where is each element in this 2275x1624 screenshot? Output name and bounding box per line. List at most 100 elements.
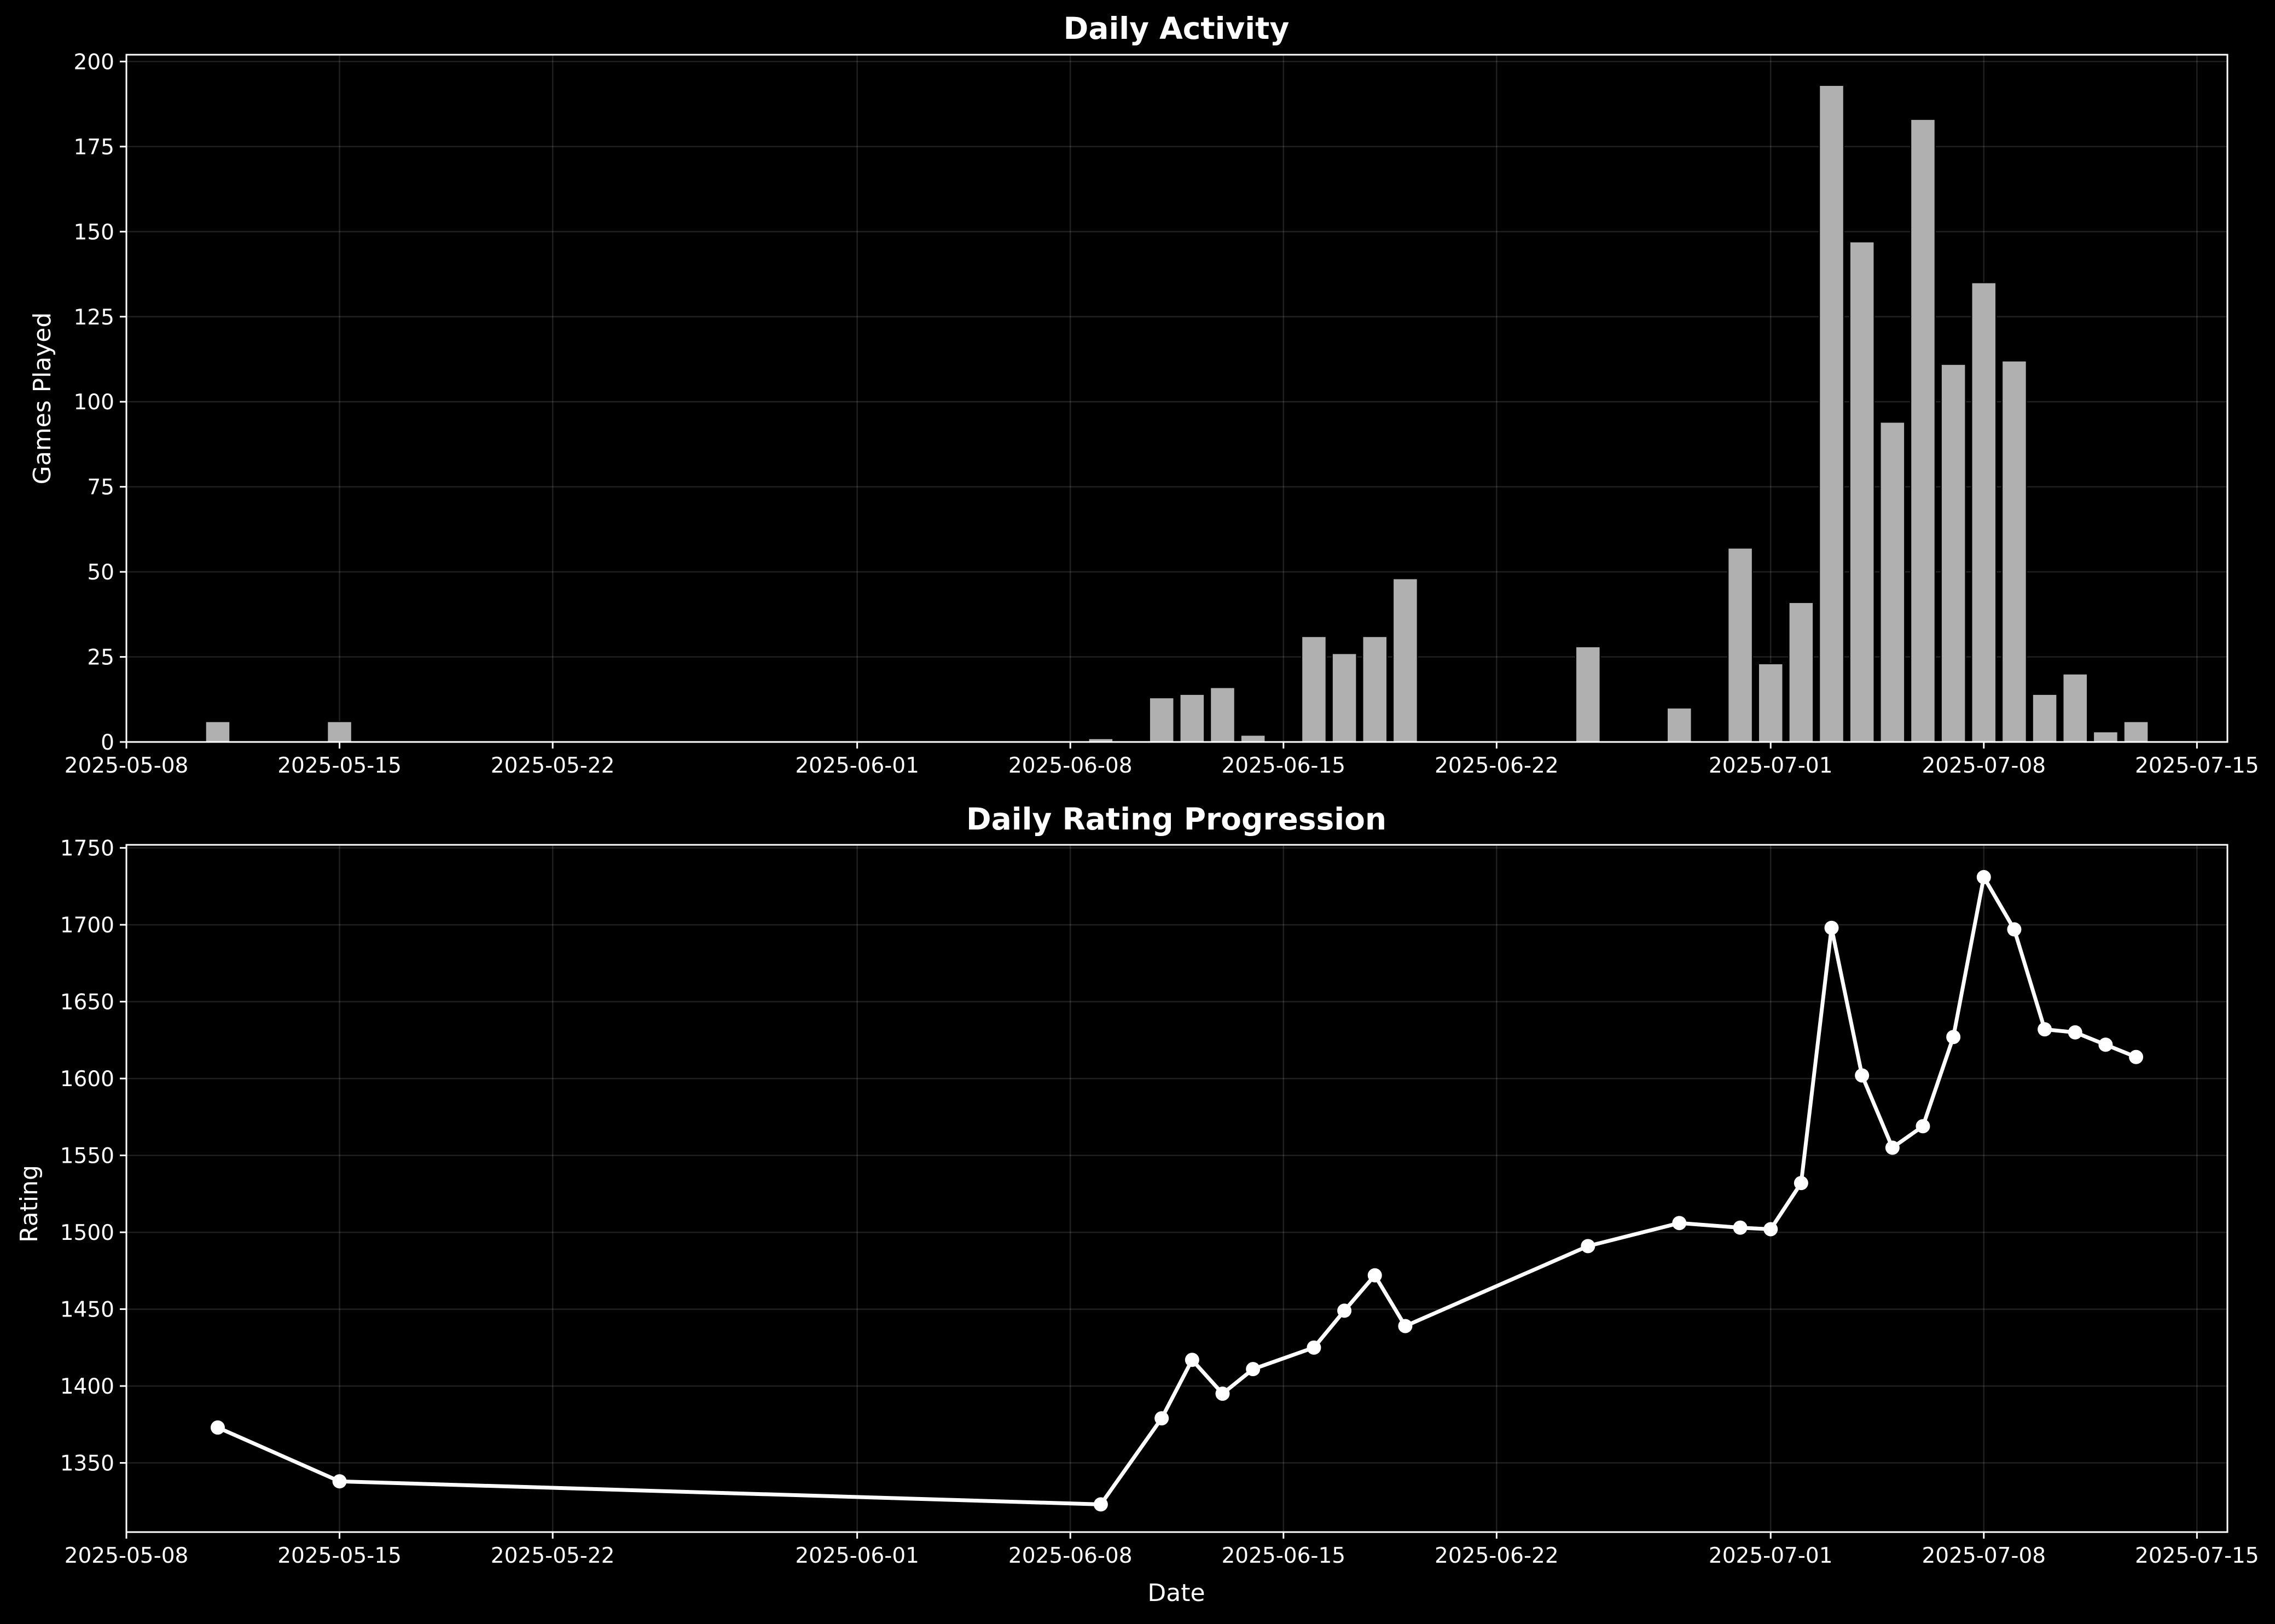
rating-y-tick-label: 1400 <box>60 1374 114 1399</box>
rating-x-ticks: 2025-05-08 2025-05-15 2025-05-22 2025-06-01… <box>65 1532 2259 1568</box>
rating-x-tick-label: 2025-07-08 <box>1922 1544 2046 1568</box>
activity-x-tick-label: 2025-06-01 <box>795 753 919 778</box>
rating-series <box>210 870 2144 1512</box>
activity-bar <box>2001 360 2027 743</box>
activity-y-tick-label: 100 <box>74 390 114 415</box>
rating-point <box>1824 920 1839 935</box>
rating-point <box>1794 1176 1808 1191</box>
rating-point <box>2129 1049 2144 1064</box>
rating-point <box>1215 1387 1230 1401</box>
activity-bar <box>1727 547 1753 743</box>
rating-x-tick-label: 2025-05-15 <box>277 1544 402 1568</box>
activity-bar <box>1849 241 1875 743</box>
rating-y-tick-label: 1750 <box>60 837 114 861</box>
rating-point <box>210 1420 225 1435</box>
activity-chart: Daily Activity Games Played 0 25 50 75 100 12… <box>28 11 2259 778</box>
rating-x-tick-label: 2025-05-22 <box>491 1544 615 1568</box>
rating-x-tick-label: 2025-06-15 <box>1221 1544 1345 1568</box>
rating-point <box>2098 1037 2113 1052</box>
activity-grid <box>125 55 2227 743</box>
rating-y-tick-label: 1600 <box>60 1067 114 1092</box>
activity-x-tick-label: 2025-06-22 <box>1435 753 1559 778</box>
activity-bar <box>1392 578 1418 743</box>
activity-x-tick-label: 2025-05-15 <box>277 753 402 778</box>
activity-bar <box>2062 673 2088 743</box>
rating-point <box>1367 1268 1382 1283</box>
rating-y-axis-label: Rating <box>15 1165 43 1243</box>
rating-point <box>1307 1340 1321 1355</box>
activity-bar <box>1240 734 1266 743</box>
rating-chart-title: Daily Rating Progression <box>966 802 1386 837</box>
rating-x-tick-label: 2025-06-08 <box>1008 1544 1133 1568</box>
activity-y-tick-label: 125 <box>74 305 114 330</box>
rating-y-tick-label: 1450 <box>60 1298 114 1323</box>
rating-y-tick-label: 1700 <box>60 913 114 938</box>
activity-x-tick-label: 2025-05-22 <box>491 753 615 778</box>
rating-x-tick-label: 2025-07-15 <box>2135 1544 2259 1568</box>
activity-y-axis-label: Games Played <box>28 312 56 485</box>
rating-point <box>332 1474 347 1489</box>
activity-x-tick-label: 2025-06-15 <box>1221 753 1345 778</box>
activity-plot-frame <box>125 54 2228 743</box>
activity-y-tick-label: 25 <box>87 646 114 670</box>
rating-point <box>1946 1030 1961 1045</box>
activity-bar <box>327 721 352 743</box>
activity-bar <box>1575 646 1601 743</box>
activity-y-tick-label: 175 <box>74 135 114 160</box>
activity-bar <box>1148 697 1175 743</box>
rating-point <box>1246 1362 1261 1377</box>
activity-bar <box>205 721 231 743</box>
rating-point <box>1885 1140 1900 1155</box>
activity-bar <box>1788 602 1814 743</box>
rating-point <box>1185 1353 1199 1367</box>
activity-x-tick-label: 2025-06-08 <box>1008 753 1133 778</box>
activity-bar <box>2093 731 2119 743</box>
activity-bar <box>1971 282 1997 743</box>
activity-y-tick-label: 200 <box>74 50 114 74</box>
activity-x-tick-label: 2025-07-01 <box>1709 753 1833 778</box>
activity-bar <box>1210 687 1235 743</box>
activity-bar <box>1179 693 1205 743</box>
rating-point <box>1733 1220 1748 1235</box>
rating-x-tick-label: 2025-05-08 <box>65 1544 189 1568</box>
rating-point <box>1398 1319 1413 1333</box>
activity-bar <box>1940 363 1966 743</box>
rating-point <box>2038 1022 2052 1037</box>
activity-y-tick-label: 75 <box>87 475 114 500</box>
rating-point <box>2007 922 2022 937</box>
activity-bar <box>1910 119 1936 743</box>
activity-x-tick-label: 2025-07-08 <box>1922 753 2046 778</box>
activity-x-tick-label: 2025-07-15 <box>2135 753 2259 778</box>
activity-bar <box>1301 636 1327 743</box>
rating-plot-frame <box>125 844 2228 1533</box>
rating-point <box>1976 870 1991 885</box>
activity-bar <box>2123 721 2149 743</box>
activity-y-tick-label: 0 <box>101 730 114 755</box>
activity-bar <box>1331 653 1357 743</box>
rating-x-tick-label: 2025-06-01 <box>795 1544 919 1568</box>
rating-y-tick-label: 1350 <box>60 1452 114 1476</box>
activity-x-ticks: 2025-05-08 2025-05-15 2025-05-22 2025-06-01… <box>65 742 2259 778</box>
rating-grid <box>125 845 2227 1532</box>
activity-y-ticks: 0 25 50 75 100 125 150 175 200 <box>74 50 126 755</box>
rating-point <box>1855 1068 1870 1083</box>
rating-x-tick-label: 2025-06-22 <box>1435 1544 1559 1568</box>
rating-point <box>1763 1222 1778 1237</box>
activity-y-tick-label: 50 <box>87 560 114 585</box>
rating-y-tick-label: 1650 <box>60 990 114 1015</box>
activity-y-tick-label: 150 <box>74 220 114 245</box>
rating-point <box>1581 1239 1595 1254</box>
activity-bar <box>1362 636 1388 743</box>
activity-bar <box>1819 84 1844 743</box>
activity-chart-title: Daily Activity <box>1064 11 1290 46</box>
rating-y-tick-label: 1500 <box>60 1221 114 1245</box>
rating-chart: Daily Rating Progression Rating Date 135… <box>15 802 2259 1607</box>
activity-bar <box>1667 707 1692 743</box>
rating-point <box>1093 1497 1108 1512</box>
rating-point <box>1337 1303 1352 1318</box>
rating-point <box>1672 1216 1687 1231</box>
rating-y-tick-label: 1550 <box>60 1144 114 1169</box>
activity-x-tick-label: 2025-05-08 <box>65 753 189 778</box>
